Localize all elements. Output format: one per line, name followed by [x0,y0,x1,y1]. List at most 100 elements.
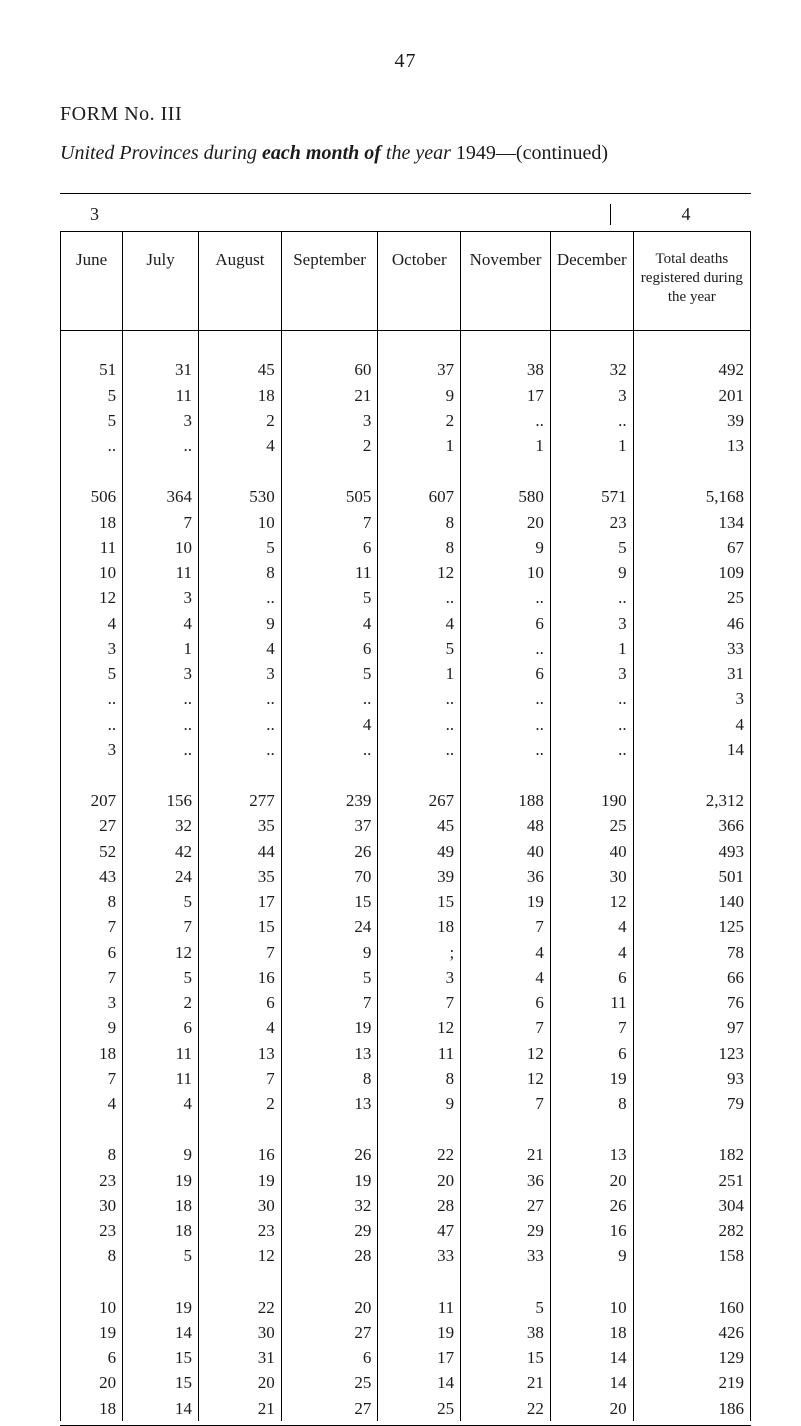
table-cell: 4 [281,611,378,636]
table-cell: 30 [198,1320,281,1345]
table-cell: 7 [281,990,378,1015]
table-cell: 11 [123,1066,199,1091]
table-cell: 6 [281,636,378,661]
table-cell: 25 [378,1396,461,1421]
table-cell: 12 [550,889,633,914]
table-cell: 23 [61,1218,123,1243]
spacer-cell [61,762,123,788]
table-cell: 22 [198,1295,281,1320]
table-cell: 18 [378,914,461,939]
table-cell: 580 [461,484,551,509]
spacer-cell [378,1116,461,1142]
table-cell: 19 [378,1320,461,1345]
table-cell: 25 [633,585,750,610]
table-cell: 7 [123,914,199,939]
spacer-cell [378,458,461,484]
table-cell: 492 [633,357,750,382]
table-cell: 182 [633,1142,750,1167]
table-cell: 1 [123,636,199,661]
table-cell: 37 [281,813,378,838]
table-row: 3267761176 [61,990,751,1015]
table-row: 61279;4478 [61,940,751,965]
table-cell: 6 [461,611,551,636]
table-cell: 8 [281,1066,378,1091]
spacer-cell [281,458,378,484]
table-cell: 15 [123,1370,199,1395]
table-cell: .. [123,737,199,762]
table-cell: 30 [550,864,633,889]
table-cell: 188 [461,788,551,813]
table-cell: .. [550,408,633,433]
table-cell: 3 [61,990,123,1015]
table-cell: 3 [61,636,123,661]
table-cell: 6 [61,940,123,965]
table-cell: 18 [61,1396,123,1421]
table-cell: 7 [550,1015,633,1040]
table-cell: 18 [61,510,123,535]
table-cell: 27 [461,1193,551,1218]
form-title: FORM No. III [60,103,751,126]
spacer-cell [198,331,281,358]
table-cell: 18 [198,383,281,408]
table-cell: 3 [550,661,633,686]
table-cell: 4 [198,433,281,458]
table-cell: 20 [461,510,551,535]
table-cell: 10 [198,510,281,535]
table-cell: 7 [123,510,199,535]
spacer-cell [61,331,123,358]
table-cell: .. [461,408,551,433]
table-cell: 15 [378,889,461,914]
table-cell: .. [123,686,199,711]
table-row: 7715241874125 [61,914,751,939]
spacer-cell [123,331,199,358]
spacer-cell [550,1269,633,1295]
table-cell: 19 [123,1295,199,1320]
table-row: 51314560373832492 [61,357,751,382]
table-cell: .. [61,433,123,458]
table-cell: 10 [550,1295,633,1320]
segment-num-right: 4 [610,204,731,225]
table-cell: 506 [61,484,123,509]
table-cell: 29 [281,1218,378,1243]
table-cell: 70 [281,864,378,889]
table-row: 7516534666 [61,965,751,990]
table-cell: 48 [461,813,551,838]
table-cell: 15 [461,1345,551,1370]
table-cell: 7 [461,1015,551,1040]
table-cell: 13 [281,1091,378,1116]
col-november: November [461,232,551,331]
table-cell: 11 [378,1295,461,1320]
table-cell: 12 [378,1015,461,1040]
table-cell: 27 [281,1320,378,1345]
table-cell: 426 [633,1320,750,1345]
table-cell: 35 [198,864,281,889]
table-cell: 7 [61,965,123,990]
table-cell: 16 [550,1218,633,1243]
subtitle-prefix: United Provinces during [60,142,262,164]
table-cell: 4 [461,940,551,965]
page-number-top: 47 [60,50,751,73]
table-cell: 10 [123,535,199,560]
table-cell: 33 [461,1243,551,1268]
table-cell: 10 [61,560,123,585]
spacer-cell [61,458,123,484]
table-cell: 5 [198,535,281,560]
table-cell: 11 [61,535,123,560]
table-cell: 9 [281,940,378,965]
table-cell: 14 [123,1320,199,1345]
table-cell: 16 [198,965,281,990]
spacer-cell [461,1116,551,1142]
table-cell: 6 [281,1345,378,1370]
table-cell: 27 [281,1396,378,1421]
table-cell: 12 [461,1041,551,1066]
table-cell: 1 [378,433,461,458]
table-cell: 160 [633,1295,750,1320]
table-cell: 505 [281,484,378,509]
table-cell: 15 [281,889,378,914]
table-cell: .. [550,737,633,762]
spacer-cell [633,331,750,358]
segment-num-left: 3 [90,204,99,225]
table-cell: 40 [550,839,633,864]
table-cell: 49 [378,839,461,864]
table-cell: 11 [378,1041,461,1066]
